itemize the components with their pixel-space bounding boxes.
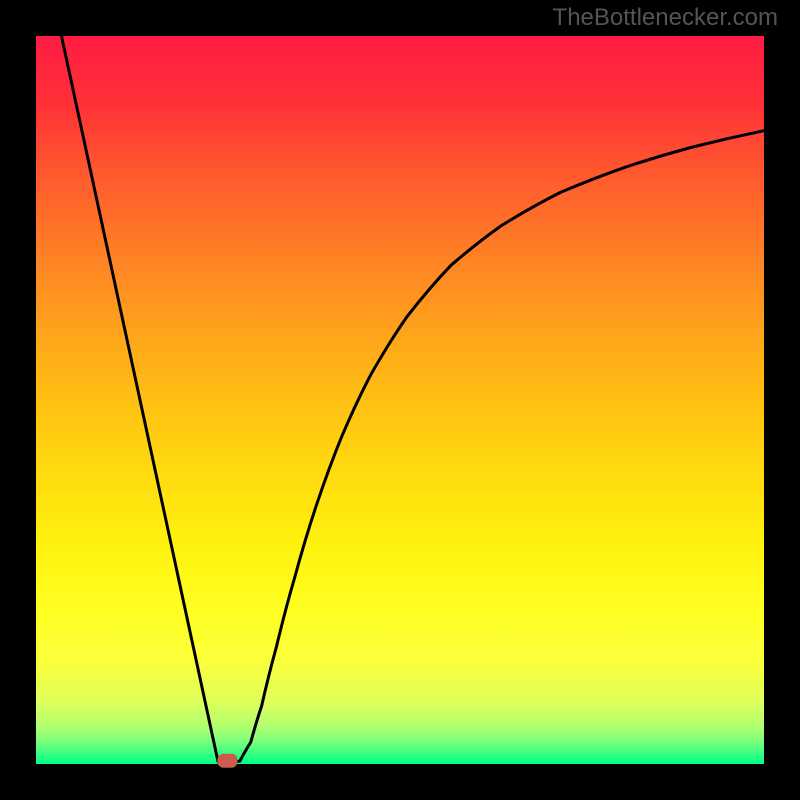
optimum-marker: [217, 754, 237, 768]
chart-root: TheBottlenecker.com: [0, 0, 800, 800]
plot-background: [36, 36, 764, 764]
watermark-text: TheBottlenecker.com: [553, 4, 778, 32]
chart-svg: [0, 0, 800, 800]
